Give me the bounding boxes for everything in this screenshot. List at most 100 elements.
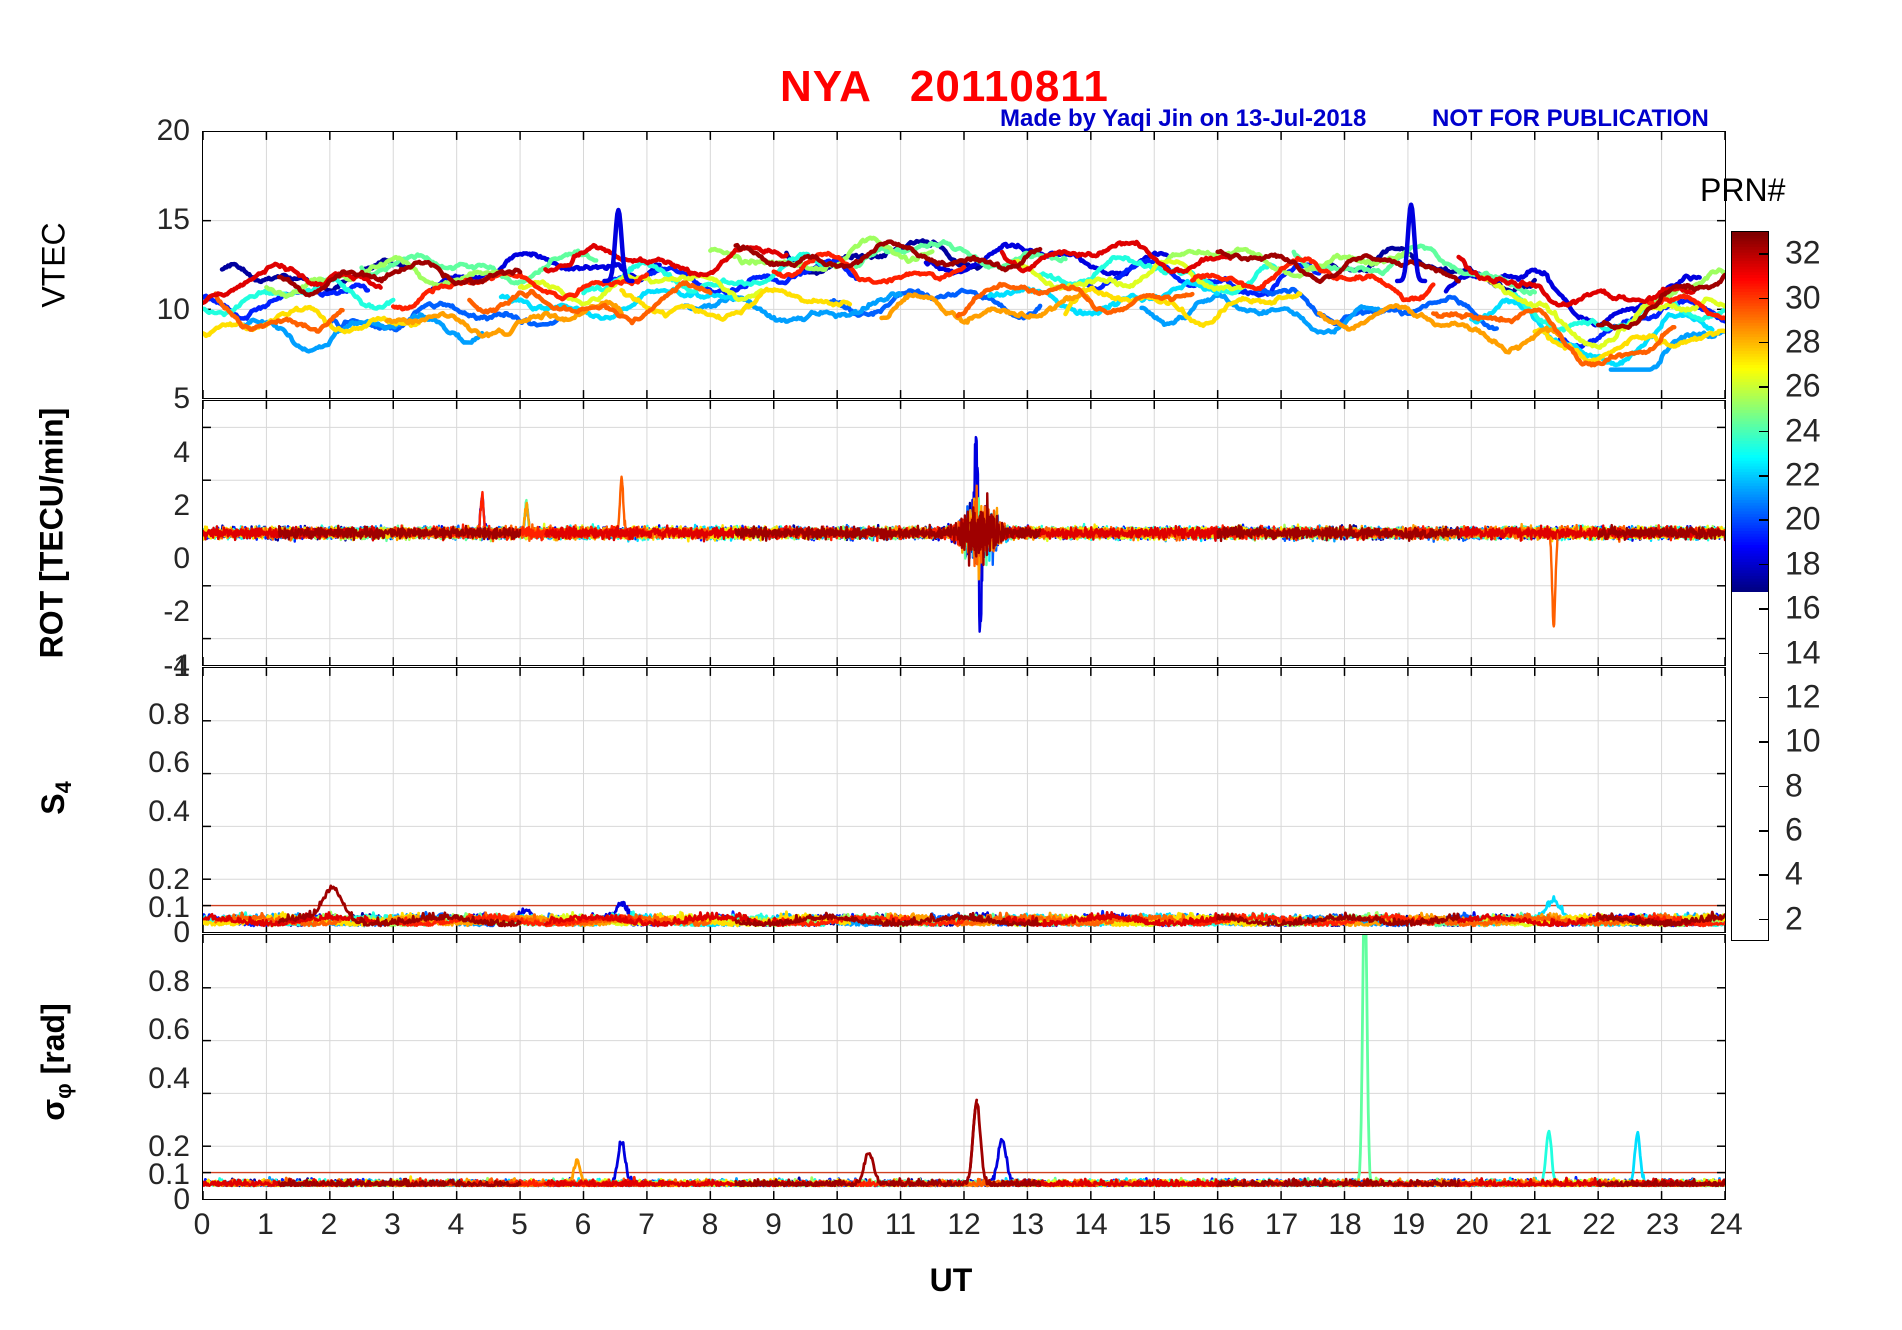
s4-ytick-0: 0 bbox=[173, 916, 190, 949]
colorbar-tickmark bbox=[1759, 830, 1768, 832]
colorbar-tick-16: 16 bbox=[1785, 589, 1821, 626]
colorbar-tick-20: 20 bbox=[1785, 500, 1821, 537]
colorbar-tick-18: 18 bbox=[1785, 545, 1821, 582]
colorbar-tickmark bbox=[1759, 430, 1768, 433]
x-tick-17: 17 bbox=[1264, 1208, 1299, 1241]
colorbar-tickmark bbox=[1759, 475, 1768, 477]
x-tick-15: 15 bbox=[1137, 1208, 1172, 1241]
sigma-ytick-06: 0.6 bbox=[148, 1013, 190, 1046]
colorbar-tick-28: 28 bbox=[1785, 323, 1821, 360]
s4-ytick-1: 1 bbox=[173, 650, 190, 683]
colorbar-tickmark bbox=[1759, 608, 1768, 610]
s4-ytick-02: 0.2 bbox=[148, 863, 190, 896]
sigma-units: [rad] bbox=[35, 1003, 72, 1084]
x-tick-14: 14 bbox=[1074, 1208, 1108, 1241]
colorbar-tick-22: 22 bbox=[1785, 456, 1821, 493]
x-tick-0: 0 bbox=[193, 1208, 211, 1241]
rot-ytick-m4: -4 bbox=[163, 649, 190, 682]
vtec-ytick-5: 5 bbox=[173, 382, 190, 415]
phi-subscript: φ bbox=[50, 1083, 76, 1099]
sigma-ytick-0: 0 bbox=[173, 1183, 190, 1216]
rot-plot-area bbox=[203, 401, 1725, 665]
panel-rot bbox=[202, 400, 1726, 666]
sigma-ytick-08: 0.8 bbox=[148, 965, 190, 998]
colorbar-tickmark bbox=[1759, 918, 1768, 921]
sigma-phi-plot-area bbox=[203, 935, 1725, 1199]
x-tick-23: 23 bbox=[1645, 1208, 1680, 1241]
x-tick-1: 1 bbox=[257, 1208, 274, 1241]
x-tick-3: 3 bbox=[384, 1208, 401, 1241]
s4-ytick-06: 0.6 bbox=[148, 746, 190, 779]
rot-ytick-0: 0 bbox=[173, 542, 190, 575]
vtec-ytick-10: 10 bbox=[156, 293, 190, 326]
x-axis-label: UT bbox=[929, 1262, 973, 1298]
rot-ytick-m2: -2 bbox=[163, 595, 190, 628]
panel-s4 bbox=[202, 667, 1726, 933]
rot-ytick-2: 2 bbox=[173, 489, 190, 522]
vtec-axis-label: VTEC bbox=[35, 222, 72, 308]
colorbar-tick-4: 4 bbox=[1785, 855, 1803, 892]
figure-notice: NOT FOR PUBLICATION bbox=[1432, 105, 1709, 132]
rot-ytick-4: 4 bbox=[173, 436, 190, 469]
panel-sigma-phi bbox=[202, 934, 1726, 1200]
x-tick-4: 4 bbox=[447, 1208, 465, 1241]
vtec-ytick-15: 15 bbox=[156, 203, 190, 236]
x-tick-9: 9 bbox=[765, 1208, 782, 1241]
colorbar-tick-12: 12 bbox=[1785, 678, 1821, 715]
colorbar-tick-32: 32 bbox=[1785, 234, 1821, 271]
rot-axis-label: ROT [TECU/min] bbox=[33, 407, 70, 659]
x-tick-6: 6 bbox=[574, 1208, 592, 1241]
x-tick-20: 20 bbox=[1455, 1208, 1489, 1241]
colorbar-tick-8: 8 bbox=[1785, 767, 1803, 804]
x-tick-18: 18 bbox=[1328, 1208, 1362, 1241]
x-tick-10: 10 bbox=[820, 1208, 854, 1241]
colorbar-tickmark bbox=[1759, 519, 1768, 521]
vtec-ytick-20: 20 bbox=[156, 114, 190, 147]
colorbar-tick-24: 24 bbox=[1785, 412, 1821, 449]
x-tick-7: 7 bbox=[638, 1208, 655, 1241]
sigma-ytick-01: 0.1 bbox=[148, 1158, 190, 1191]
x-tick-8: 8 bbox=[701, 1208, 719, 1241]
s4-plot-area bbox=[203, 668, 1725, 932]
x-tick-16: 16 bbox=[1201, 1208, 1235, 1241]
s4-ytick-08: 0.8 bbox=[148, 698, 190, 731]
s4-axis-label-sub: 4 bbox=[50, 781, 76, 794]
colorbar-tickmark bbox=[1759, 696, 1768, 699]
colorbar bbox=[1731, 231, 1769, 941]
colorbar-tickmark bbox=[1759, 652, 1768, 655]
colorbar-tickmark bbox=[1759, 874, 1768, 876]
figure-credit: Made by Yaqi Jin on 13-Jul-2018 bbox=[1000, 105, 1367, 132]
s4-ytick-04: 0.4 bbox=[148, 795, 190, 828]
x-tick-12: 12 bbox=[947, 1208, 981, 1241]
colorbar-tickmark bbox=[1759, 563, 1768, 566]
colorbar-tickmark bbox=[1759, 785, 1768, 788]
colorbar-tick-30: 30 bbox=[1785, 279, 1821, 316]
colorbar-gradient bbox=[1732, 232, 1768, 592]
x-tick-19: 19 bbox=[1391, 1208, 1426, 1241]
x-tick-5: 5 bbox=[511, 1208, 528, 1241]
colorbar-tickmark bbox=[1759, 741, 1768, 743]
s4-axis-label: S4 bbox=[35, 781, 77, 814]
x-tick-2: 2 bbox=[320, 1208, 338, 1241]
sigma-ytick-02: 0.2 bbox=[148, 1130, 190, 1163]
colorbar-tick-26: 26 bbox=[1785, 367, 1821, 404]
colorbar-tick-14: 14 bbox=[1785, 634, 1821, 671]
x-tick-24: 24 bbox=[1709, 1208, 1743, 1241]
s4-ytick-01: 0.1 bbox=[148, 891, 190, 924]
x-tick-11: 11 bbox=[884, 1208, 917, 1241]
x-tick-21: 21 bbox=[1518, 1208, 1553, 1241]
colorbar-tickmark bbox=[1759, 297, 1768, 300]
sigma-symbol: σ bbox=[35, 1098, 72, 1121]
colorbar-tickmark bbox=[1759, 386, 1768, 388]
s4-axis-label-text: S bbox=[35, 793, 72, 815]
colorbar-tick-6: 6 bbox=[1785, 811, 1803, 848]
vtec-plot-area bbox=[203, 132, 1725, 398]
colorbar-tickmark bbox=[1759, 253, 1768, 255]
sigma-ytick-04: 0.4 bbox=[148, 1062, 190, 1095]
panel-vtec bbox=[202, 131, 1726, 399]
figure-title: NYA 20110811 bbox=[780, 62, 1109, 111]
colorbar-tick-2: 2 bbox=[1785, 900, 1803, 937]
colorbar-title: PRN# bbox=[1700, 172, 1786, 208]
x-tick-13: 13 bbox=[1010, 1208, 1045, 1241]
